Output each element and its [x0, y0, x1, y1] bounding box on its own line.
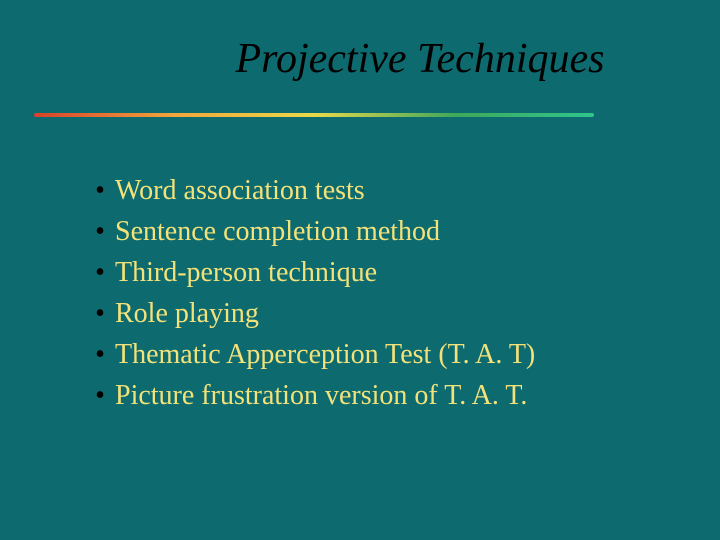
- bullet-dot-icon: •: [85, 293, 115, 334]
- bullet-text: Picture frustration version of T. A. T.: [115, 375, 527, 416]
- slide-title: Projective Techniques: [180, 35, 660, 83]
- bullet-list: •Word association tests•Sentence complet…: [85, 170, 535, 416]
- bullet-text: Word association tests: [115, 170, 365, 211]
- slide: Projective Techniques •Word association …: [0, 0, 720, 540]
- bullet-dot-icon: •: [85, 334, 115, 375]
- bullet-dot-icon: •: [85, 170, 115, 211]
- bullet-item: •Thematic Apperception Test (T. A. T): [85, 334, 535, 375]
- bullet-item: •Third-person technique: [85, 252, 535, 293]
- bullet-text: Role playing: [115, 293, 259, 334]
- title-divider: [34, 113, 594, 117]
- bullet-dot-icon: •: [85, 252, 115, 293]
- bullet-item: •Word association tests: [85, 170, 535, 211]
- bullet-dot-icon: •: [85, 375, 115, 416]
- bullet-text: Sentence completion method: [115, 211, 440, 252]
- bullet-item: •Sentence completion method: [85, 211, 535, 252]
- bullet-text: Thematic Apperception Test (T. A. T): [115, 334, 535, 375]
- bullet-dot-icon: •: [85, 211, 115, 252]
- bullet-text: Third-person technique: [115, 252, 377, 293]
- bullet-item: •Picture frustration version of T. A. T.: [85, 375, 535, 416]
- bullet-item: •Role playing: [85, 293, 535, 334]
